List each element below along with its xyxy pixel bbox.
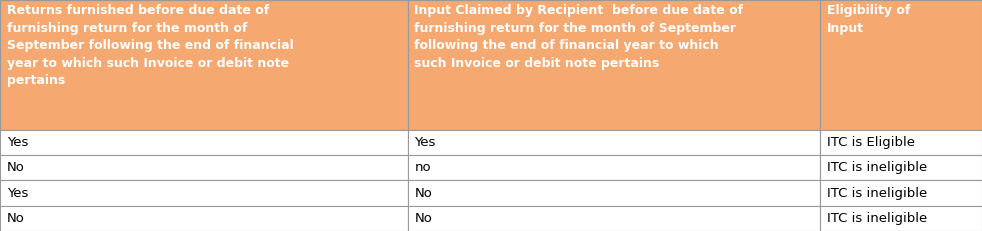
Bar — [408, 206, 820, 231]
Text: ITC is ineligible: ITC is ineligible — [827, 161, 927, 174]
Bar — [820, 130, 982, 155]
Bar — [820, 206, 982, 231]
Bar — [820, 180, 982, 206]
Text: Yes: Yes — [7, 187, 28, 200]
Text: No: No — [7, 212, 25, 225]
Bar — [0, 155, 408, 180]
Text: No: No — [7, 161, 25, 174]
Bar — [820, 155, 982, 180]
Text: ITC is ineligible: ITC is ineligible — [827, 187, 927, 200]
Bar — [820, 0, 982, 130]
Text: Input Claimed by Recipient  before due date of
furnishing return for the month o: Input Claimed by Recipient before due da… — [414, 4, 743, 70]
Text: Yes: Yes — [414, 136, 436, 149]
Bar — [408, 0, 820, 130]
Text: No: No — [414, 212, 432, 225]
Text: no: no — [414, 161, 431, 174]
Text: ITC is Eligible: ITC is Eligible — [827, 136, 915, 149]
Text: ITC is ineligible: ITC is ineligible — [827, 212, 927, 225]
Bar — [408, 155, 820, 180]
Text: Yes: Yes — [7, 136, 28, 149]
Bar — [0, 130, 408, 155]
Bar — [0, 206, 408, 231]
Text: Returns furnished before due date of
furnishing return for the month of
Septembe: Returns furnished before due date of fur… — [7, 4, 294, 87]
Bar — [0, 0, 408, 130]
Bar — [408, 180, 820, 206]
Text: No: No — [414, 187, 432, 200]
Bar — [408, 130, 820, 155]
Text: Eligibility of
Input: Eligibility of Input — [827, 4, 910, 35]
Bar — [0, 180, 408, 206]
